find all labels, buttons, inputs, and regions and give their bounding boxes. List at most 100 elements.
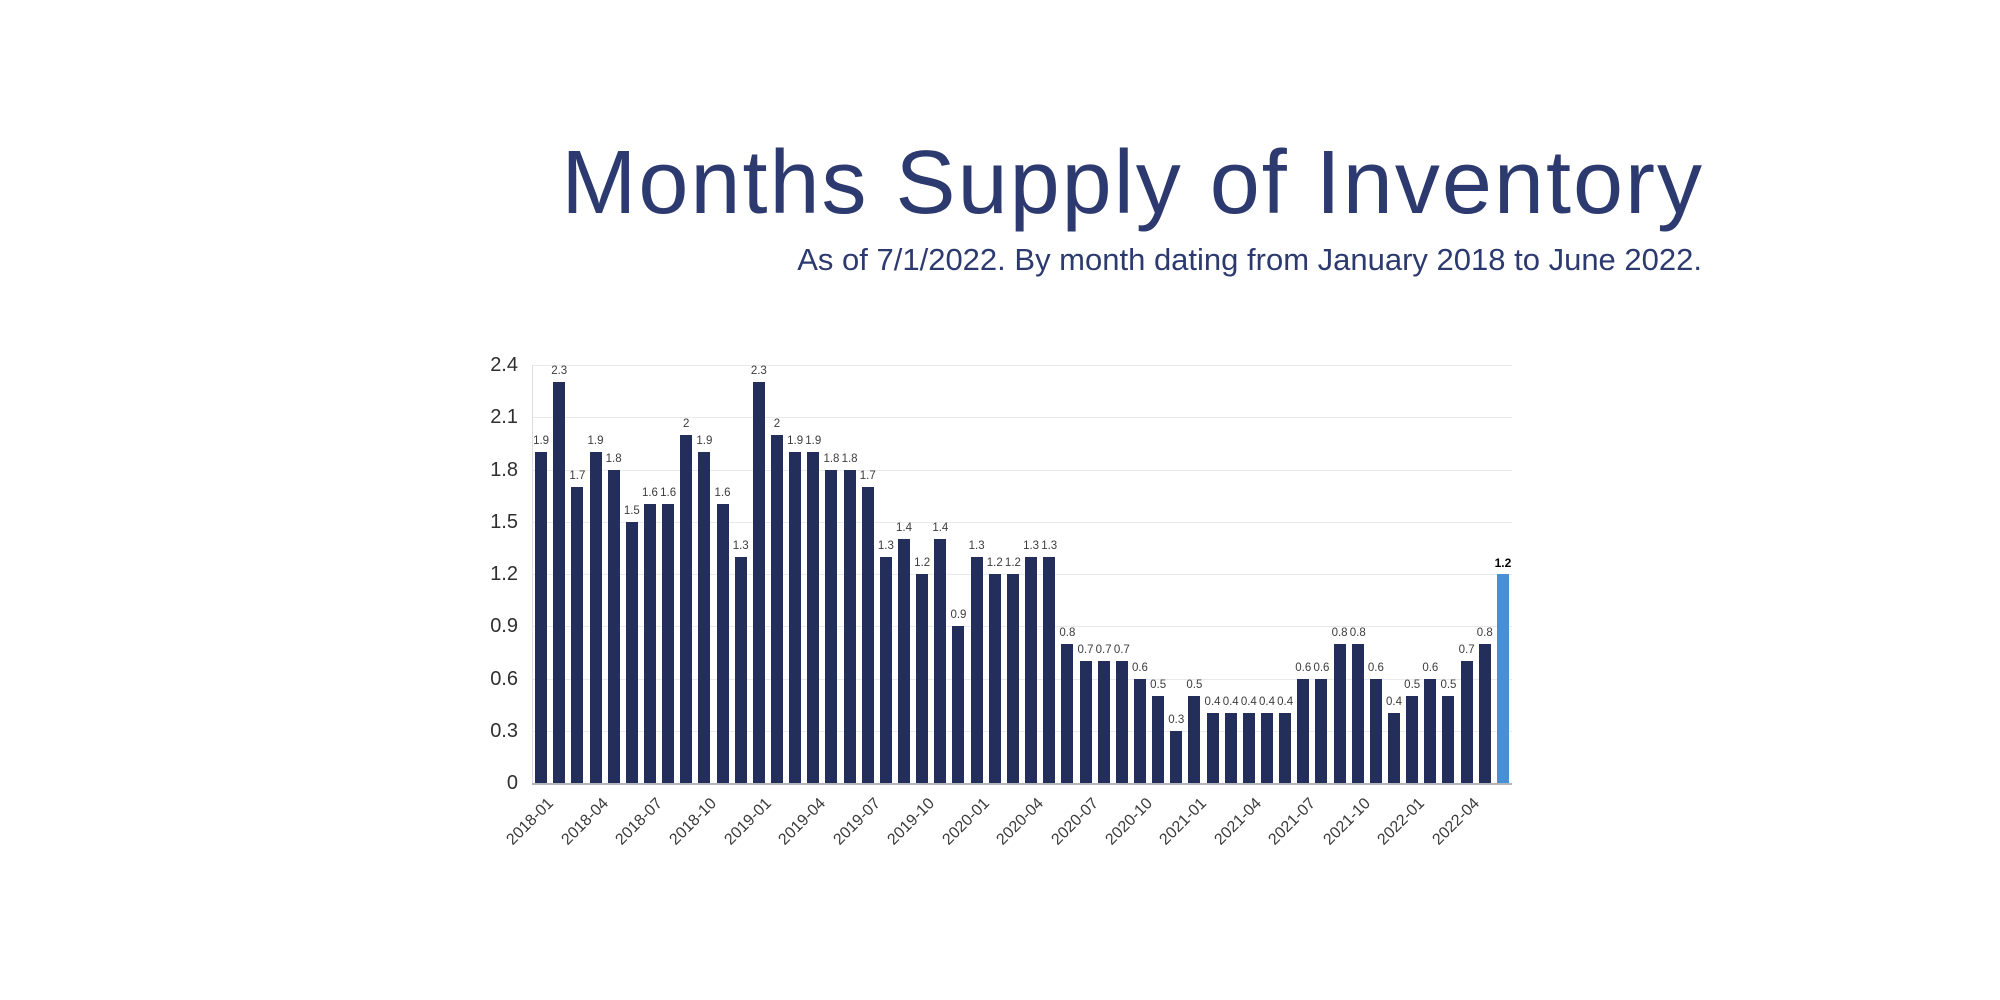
bar (716, 504, 729, 783)
bar-value-label: 1.8 (823, 452, 840, 465)
bar (1351, 643, 1364, 783)
y-axis-tick-label: 0.9 (490, 615, 518, 638)
bar (752, 382, 765, 783)
bar (1152, 695, 1165, 783)
bar-value-label: 1.5 (623, 504, 640, 517)
bar-value-label: 0.3 (1168, 713, 1185, 726)
y-axis-tick-label: 1.8 (490, 458, 518, 481)
bar (825, 469, 838, 783)
bar-value-label: 0.8 (1476, 626, 1493, 639)
bar-value-label: 0.4 (1277, 696, 1294, 709)
bar (898, 539, 911, 783)
bar-value-label: 1.6 (660, 487, 677, 500)
bar (553, 382, 566, 783)
y-axis-tick-label: 1.2 (490, 563, 518, 585)
gridline (532, 469, 1512, 471)
y-axis-tick-label: 2.4 (490, 354, 518, 376)
bar-value-label: 0.7 (1458, 644, 1475, 657)
bar-value-label: 1.9 (805, 435, 822, 448)
bar-value-label: 1.4 (896, 522, 913, 535)
bar (1279, 713, 1292, 783)
y-axis-tick-label: 0 (506, 772, 518, 794)
bar-value-label: 1.3 (732, 539, 749, 552)
bar-value-label: 0.4 (1204, 696, 1221, 709)
bar-value-label: 1.3 (1023, 539, 1040, 552)
bar (1388, 713, 1401, 783)
bar-value-label: 2.3 (551, 365, 568, 378)
bar-value-label: 0.6 (1131, 661, 1148, 674)
bar (1188, 695, 1201, 783)
bar (1242, 713, 1255, 783)
bar (607, 469, 620, 783)
bar-value-label: 1.3 (877, 539, 894, 552)
bar-value-label: 1.6 (714, 487, 731, 500)
bar-value-label: 0.6 (1367, 661, 1384, 674)
bar (1025, 556, 1038, 783)
bar (988, 574, 1001, 783)
bar-value-label: 1.8 (841, 452, 858, 465)
y-axis-tick-label: 1.5 (490, 510, 518, 533)
bar (1297, 678, 1310, 783)
bar-value-label: 1.3 (968, 539, 985, 552)
bar-value-label: 2 (683, 417, 690, 430)
chart-title: Months Supply of Inventory (561, 133, 1704, 233)
x-axis-line (532, 783, 1512, 785)
bar-value-label: 0.4 (1222, 696, 1239, 709)
bar (680, 434, 693, 783)
bar-value-label: 0.5 (1150, 678, 1167, 691)
bar-value-label: 1.9 (533, 435, 550, 448)
y-axis-tick-label: 2.1 (490, 406, 518, 429)
bar (1315, 678, 1328, 783)
bar-value-label: 0.6 (1295, 661, 1312, 674)
bar-value-label: 0.8 (1059, 626, 1076, 639)
bar (843, 469, 856, 783)
chart-subtitle: As of 7/1/2022. By month dating from Jan… (797, 242, 1702, 277)
bar-value-label: 1.3 (1041, 539, 1058, 552)
bar-value-label: 0.8 (1331, 626, 1348, 639)
bar-value-label: 1.9 (587, 435, 604, 448)
bar (625, 521, 638, 783)
bar (1224, 713, 1237, 783)
bar-value-label: 1.4 (932, 522, 949, 535)
bar-value-label: 0.5 (1440, 678, 1457, 691)
bar (916, 574, 929, 783)
bar-value-label: 1.6 (641, 487, 658, 500)
bar (1043, 556, 1056, 783)
bar-value-label: 1.9 (696, 435, 713, 448)
gridline (532, 574, 1512, 575)
bar (1170, 730, 1183, 783)
bar (1115, 661, 1128, 783)
bar (771, 434, 783, 783)
bar-value-label: 1.2 (914, 557, 931, 569)
bar-value-label: 1.2 (1494, 556, 1512, 570)
bar-value-label: 0.4 (1259, 696, 1275, 709)
bar-value-label: 1.8 (605, 452, 622, 465)
bar-value-label: 0.7 (1095, 644, 1112, 657)
bar (1079, 661, 1092, 783)
bar (970, 556, 983, 783)
y-axis-tick-label: 0.3 (490, 719, 518, 742)
bar (535, 452, 548, 783)
bar (879, 556, 892, 783)
bar (734, 556, 747, 783)
gridline (532, 626, 1512, 628)
bar-value-label: 2.3 (750, 365, 767, 378)
bar-value-label: 0.7 (1077, 644, 1094, 657)
bar-highlighted (1496, 574, 1509, 783)
bar-value-label: 0.7 (1113, 644, 1130, 657)
gridline (532, 678, 1512, 680)
y-axis-line (532, 365, 533, 783)
bar-value-label: 1.7 (569, 469, 586, 482)
bar (1460, 661, 1473, 783)
bar (1333, 643, 1346, 783)
bar (1442, 695, 1455, 783)
bar (1369, 678, 1382, 783)
gridline (532, 730, 1512, 732)
bar-value-label: 0.9 (950, 609, 967, 622)
bar-value-label: 0.6 (1313, 661, 1330, 674)
bar (807, 452, 820, 783)
bar (1061, 643, 1074, 783)
bar (1406, 695, 1419, 783)
bar (1206, 713, 1219, 783)
